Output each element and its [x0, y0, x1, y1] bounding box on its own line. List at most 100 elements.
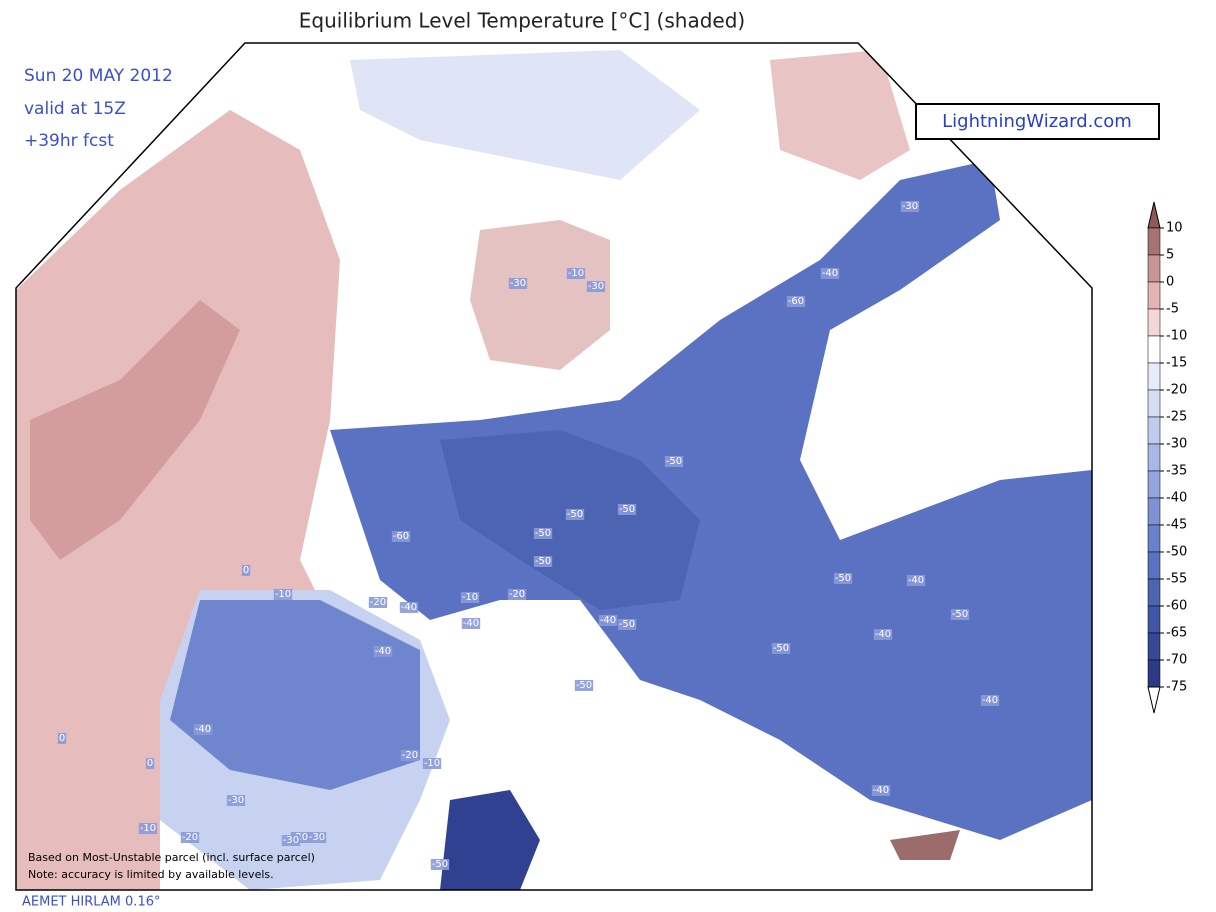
contour-label: -50 — [535, 556, 551, 567]
brand: LightningWizard.com — [942, 111, 1132, 132]
contour-label: -20 — [509, 589, 525, 600]
contour-label-bg — [906, 575, 926, 586]
warm-region — [470, 220, 610, 370]
colorbar-label: -70 — [1166, 653, 1187, 668]
contour-label-bg — [399, 602, 419, 613]
colorbar-label: -20 — [1166, 383, 1187, 398]
colorbar-swatch — [1147, 524, 1161, 553]
contour-label-bg — [533, 556, 553, 567]
contour-label: -50 — [619, 504, 635, 515]
contour-label-bg — [873, 629, 893, 640]
colorbar-label: 5 — [1166, 248, 1174, 263]
warm-region — [890, 830, 960, 860]
colorbar-label: -25 — [1166, 410, 1187, 425]
colorbar-swatch — [1147, 443, 1161, 472]
contour-label: -40 — [195, 724, 211, 735]
colorbar-label: -30 — [1166, 437, 1187, 452]
contour-label-bg — [950, 609, 970, 620]
contour-label: -50 — [835, 573, 851, 584]
contour-label-bg — [400, 750, 420, 761]
colorbar-swatch — [1147, 389, 1161, 418]
contour-label-bg — [833, 573, 853, 584]
title: Equilibrium Level Temperature [°C] (shad… — [299, 9, 745, 33]
footnote: Based on Most-Unstable parcel (incl. sur… — [28, 851, 315, 864]
contour-label: -50 — [432, 859, 448, 870]
colorbar-label: -15 — [1166, 356, 1187, 371]
colorbar-label: -65 — [1166, 626, 1187, 641]
warm-region — [30, 300, 240, 560]
contour-label-bg — [598, 615, 618, 626]
colorbar-swatch — [1147, 551, 1161, 580]
colorbar-label: -55 — [1166, 572, 1187, 587]
contour-label: -10 — [424, 758, 440, 769]
contour-label-bg — [786, 296, 806, 307]
contour-label-bg — [241, 565, 251, 576]
colorbar-swatch — [1147, 605, 1161, 634]
model-name: AEMET HIRLAM 0.16° — [22, 895, 160, 910]
contour-label-bg — [586, 281, 606, 292]
contour-label: -40 — [375, 646, 391, 657]
contour-label-bg — [460, 592, 480, 603]
contour-label: -40 — [600, 615, 616, 626]
contour-label-bg — [57, 733, 67, 744]
contour-label: -40 — [463, 618, 479, 629]
colorbar-swatch — [1147, 497, 1161, 526]
colorbar-swatch — [1147, 659, 1161, 688]
contour-label: -40 — [401, 602, 417, 613]
contour-label-bg — [368, 597, 388, 608]
contour-label: -40 — [822, 268, 838, 279]
contour-label-bg — [507, 589, 527, 600]
colorbar-cap — [1147, 201, 1161, 229]
colorbar-swatch — [1147, 416, 1161, 445]
colorbar-swatch — [1147, 227, 1161, 256]
contour-label: -10 — [568, 268, 584, 279]
contour-label-bg — [281, 835, 301, 846]
contour-label-bg — [980, 695, 1000, 706]
contour-label: -10 — [462, 592, 478, 603]
contour-label-bg — [820, 268, 840, 279]
contour-label-bg — [533, 528, 553, 539]
cool-region — [350, 50, 700, 180]
contour-label-bg — [871, 785, 891, 796]
colorbar-label: -5 — [1166, 302, 1179, 317]
contour-label: -30 — [510, 278, 526, 289]
warm-region — [16, 110, 340, 890]
contour-label-bg — [391, 531, 411, 542]
contour-label: -60 — [788, 296, 804, 307]
colorbar-label: -35 — [1166, 464, 1187, 479]
contour-label: -40 — [982, 695, 998, 706]
contour-label-bg — [273, 589, 293, 600]
contour-label: 0 — [147, 758, 153, 769]
contour-label: -30 — [588, 281, 604, 292]
contour-label-bg — [508, 278, 528, 289]
contour-label: -50 — [773, 643, 789, 654]
contour-label: -50 — [666, 456, 682, 467]
cold-region — [170, 600, 420, 790]
contour-label-bg — [307, 832, 327, 843]
contour-label: -50 — [567, 509, 583, 520]
colorbar-cap — [1147, 686, 1161, 714]
contour-label: -50 — [952, 609, 968, 620]
contour-label: -10 — [275, 589, 291, 600]
colorbar-label: -10 — [1166, 329, 1187, 344]
contour-label: -40 — [908, 575, 924, 586]
colorbar-label: 10 — [1166, 221, 1183, 236]
contour-label-bg — [900, 201, 920, 212]
contour-label: -20 — [370, 597, 386, 608]
forecast-hour: +39hr fcst — [24, 131, 114, 151]
brand-box — [915, 103, 1160, 140]
contour-label-bg — [226, 795, 246, 806]
colorbar-swatch — [1147, 362, 1161, 391]
contour-label-bg — [180, 832, 200, 843]
contour-label-bg — [461, 618, 481, 629]
contour-label-bg — [574, 680, 594, 691]
date: Sun 20 MAY 2012 — [24, 66, 173, 86]
colorbar-label: -75 — [1166, 680, 1187, 695]
contour-label: 0 — [243, 565, 249, 576]
map-frame — [15, 42, 1093, 891]
colorbar-swatch — [1147, 281, 1161, 310]
warm-region — [770, 50, 910, 180]
contour-label-bg — [771, 643, 791, 654]
